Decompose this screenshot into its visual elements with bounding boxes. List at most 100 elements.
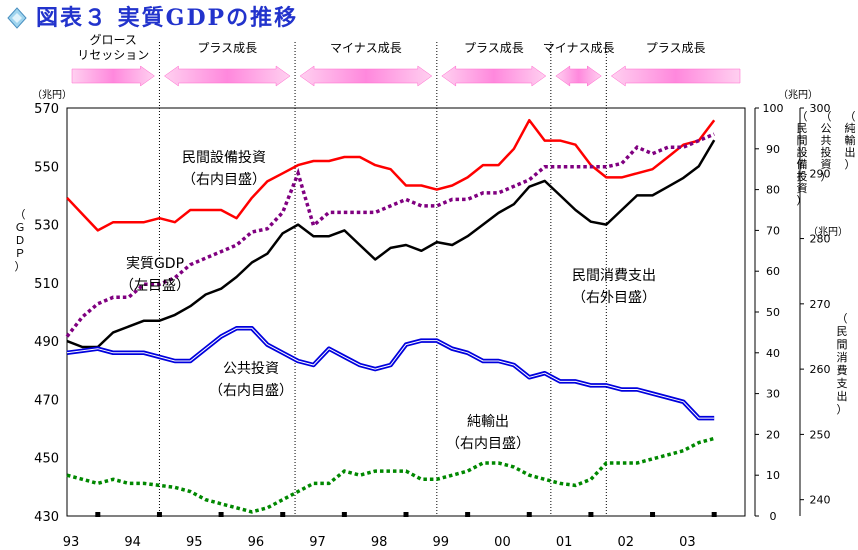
series-公共投資 xyxy=(66,326,715,421)
right-outer-tick-label: 290 xyxy=(810,167,831,180)
series-実質GDP xyxy=(66,139,716,349)
annotation-line: 実質GDP xyxy=(126,256,184,272)
x-tick-label: 01 xyxy=(556,535,573,550)
right-outer-tick-label: 260 xyxy=(810,363,831,376)
right-inner-tick-label: 50 xyxy=(766,306,780,319)
x-tick-mark xyxy=(526,512,532,517)
x-tick-mark xyxy=(711,512,717,517)
phase-label: プラス成長 xyxy=(464,41,524,55)
right-inner-axis-label-char: 公 xyxy=(821,122,832,135)
right-outer-axis-label-char: ） xyxy=(837,403,848,416)
x-tick-mark xyxy=(280,512,286,517)
phase-label: グロース xyxy=(90,33,137,47)
left-axis-label: （ＧＤＰ） xyxy=(15,208,26,273)
right-inner-axis-label-char: 民 xyxy=(797,122,808,135)
annotation-line: （右内目盛） xyxy=(446,436,530,452)
right-inner-axis-label-char: 出 xyxy=(845,145,856,159)
right-inner-axis-label: （純輸出） xyxy=(845,110,856,171)
right-outer-axis-label-char: （ xyxy=(837,312,848,325)
phase-arrow-shape xyxy=(441,65,547,87)
right-inner-tick-label: 40 xyxy=(766,347,780,360)
left-axis-label-char: （ xyxy=(15,208,26,221)
left-tick-label: 510 xyxy=(34,277,59,292)
right-inner-tick-label: 100 xyxy=(763,102,784,115)
right-inner-axis-label-char: ） xyxy=(821,170,832,183)
left-axis-label-char: Ｐ xyxy=(15,247,26,260)
left-axis-label-char: ） xyxy=(15,260,26,273)
x-tick-label: 99 xyxy=(433,535,450,550)
right-inner-axis-label-char: （ xyxy=(797,110,808,123)
x-tick-label: 94 xyxy=(124,535,141,550)
right-inner-tick-label: 90 xyxy=(766,143,780,156)
annotation-line: 公共投資 xyxy=(223,361,279,377)
x-tick-label: 98 xyxy=(371,535,388,550)
chart-title: 図表３ 実質GDPの推移 xyxy=(36,5,298,31)
right-inner-axis-label: （公共投資） xyxy=(821,110,832,183)
right-inner-axis-unit: （兆円） xyxy=(778,89,818,101)
right-inner-axis-label: （民間設備投資） xyxy=(797,110,808,207)
x-tick-label: 02 xyxy=(617,535,634,550)
right-inner-tick-label: 80 xyxy=(766,184,780,197)
x-tick-mark xyxy=(588,512,594,517)
left-axis-label-char: Ｇ xyxy=(15,221,26,234)
series-line xyxy=(66,436,715,514)
plot-frame xyxy=(66,107,746,517)
right-outer-tick-label: 300 xyxy=(810,102,831,115)
series-純輸出 xyxy=(66,436,715,514)
right-inner-tick-label: 70 xyxy=(766,224,780,237)
x-tick-mark xyxy=(403,512,409,517)
phase-label: マイナス成長 xyxy=(543,41,615,55)
series-line-inner xyxy=(66,327,715,419)
right-outer-axis-label-char: 支 xyxy=(837,377,848,390)
left-axis-unit: （兆円） xyxy=(32,89,72,101)
right-inner-axis-label-char: ） xyxy=(845,158,856,171)
x-tick-label: 03 xyxy=(679,535,696,550)
right-outer-axis-label-char: 間 xyxy=(837,338,848,351)
right-inner-tick-label: 60 xyxy=(766,265,780,278)
right-inner-axis-label-char: 資 xyxy=(821,158,832,171)
left-tick-label: 570 xyxy=(34,102,59,117)
left-tick-label: 450 xyxy=(34,452,59,467)
series-line xyxy=(66,326,715,421)
phase-arrow: プラス成長 xyxy=(610,41,741,87)
annotation-line: 民間消費支出 xyxy=(572,268,656,284)
phase-arrow-shape xyxy=(299,65,433,87)
series-民間消費支出 xyxy=(65,132,715,338)
right-outer-tick-label: 270 xyxy=(810,298,831,311)
annotation-line: 純輸出 xyxy=(467,414,509,430)
right-inner-tick-label: 20 xyxy=(766,428,780,441)
annotation-line: （左目盛） xyxy=(120,278,190,294)
x-tick-mark xyxy=(341,512,347,517)
right-outer-axis-label-char: 出 xyxy=(837,389,848,403)
phase-arrow-shape xyxy=(164,65,291,87)
left-tick-label: 470 xyxy=(34,393,59,408)
phase-arrow-shape xyxy=(555,65,602,87)
phase-arrow-shape xyxy=(610,65,741,87)
phase-arrow: プラス成長 xyxy=(441,41,547,87)
left-tick-label: 490 xyxy=(34,335,59,350)
right-inner-axis-label-char: 共 xyxy=(821,134,832,147)
right-outer-tick-label: 250 xyxy=(810,428,831,441)
right-inner-tick-label: 30 xyxy=(766,388,780,401)
annotation-実質GDP: 実質GDP （左目盛） xyxy=(120,256,190,294)
annotation-line: 民間設備投資 xyxy=(182,150,266,166)
right-inner-axis-label-char: 純 xyxy=(845,122,856,135)
phase-arrow-shape xyxy=(71,65,155,87)
phase-arrow: マイナス成長 xyxy=(299,41,433,87)
right-outer-axis-label-char: 費 xyxy=(837,363,848,377)
right-inner-tick-label: 0 xyxy=(770,510,777,523)
annotation-line: （右内目盛） xyxy=(182,172,266,188)
right-inner-axis-label-char: 設 xyxy=(797,145,808,159)
phase-label: リセッション xyxy=(77,48,149,62)
right-inner-axis-label-char: 輸 xyxy=(845,133,856,147)
annotation-公共投資: 公共投資 （右内目盛） xyxy=(209,361,293,399)
right-inner-tick-label: 10 xyxy=(766,469,780,482)
x-tick-label: 93 xyxy=(63,535,80,550)
right-inner-axis-label-char: 投 xyxy=(821,145,832,159)
x-tick-label: 00 xyxy=(494,535,511,550)
phase-label: プラス成長 xyxy=(646,41,706,55)
right-inner-axis-label-char: 資 xyxy=(797,182,808,195)
x-tick-label: 96 xyxy=(248,535,265,550)
